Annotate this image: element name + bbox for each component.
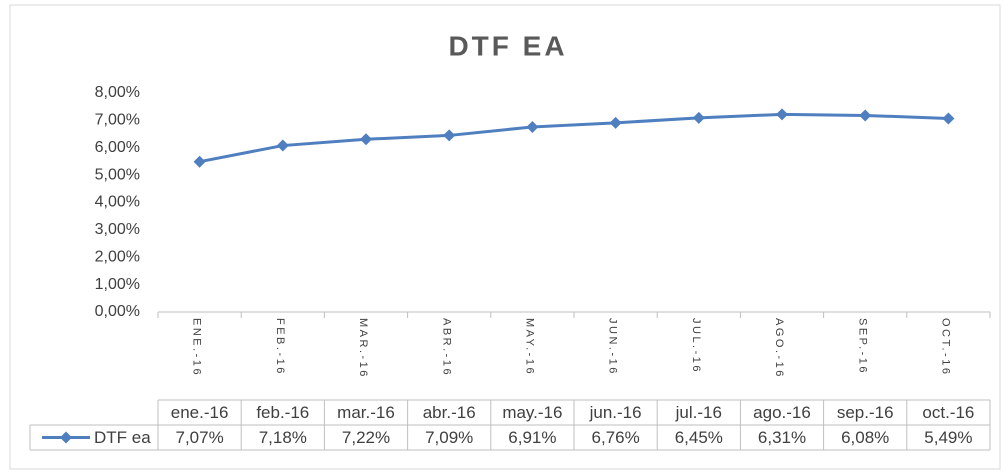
table-header: jun.-16: [589, 403, 642, 422]
x-tick-label: FEB.-16: [274, 318, 286, 376]
x-tick-label: SEP.-16: [856, 318, 868, 375]
x-tick-label: ABR.-16: [440, 318, 452, 377]
table-header: ene.-16: [171, 403, 229, 422]
x-tick-label: JUN.-16: [607, 318, 619, 376]
table-value: 6,31%: [758, 428, 806, 447]
table-value: 7,07%: [175, 428, 223, 447]
legend-marker: [60, 431, 72, 444]
table-value: 6,76%: [591, 428, 639, 447]
table-value: 7,18%: [259, 428, 307, 447]
table-value: 6,08%: [841, 428, 889, 447]
data-point: [692, 111, 705, 124]
table-header: abr.-16: [423, 403, 476, 422]
y-tick-label: 4,00%: [95, 194, 140, 211]
data-point: [443, 129, 456, 142]
table-header: ago.-16: [753, 403, 811, 422]
x-tick-label: ENE.-16: [191, 318, 203, 377]
table-value: 7,09%: [425, 428, 473, 447]
y-tick-label: 1,00%: [95, 276, 140, 293]
data-point: [360, 133, 372, 146]
table-value: 6,45%: [675, 428, 723, 447]
chart-title: DTF EA: [448, 30, 567, 61]
x-tick-label: MAR.-16: [357, 318, 369, 379]
y-tick-label: 0,00%: [95, 303, 140, 320]
y-tick-label: 2,00%: [95, 248, 140, 265]
y-tick-label: 6,00%: [95, 139, 140, 156]
data-point: [776, 108, 788, 121]
table-header: oct.-16: [922, 403, 974, 422]
data-point: [526, 120, 539, 133]
y-tick-label: 8,00%: [95, 84, 140, 101]
x-tick-label: JUL.-16: [690, 318, 702, 374]
table-header: sep.-16: [837, 403, 894, 422]
table-header: feb.-16: [256, 403, 309, 422]
table-value: 7,22%: [342, 428, 390, 447]
table-header: may.-16: [502, 403, 562, 422]
data-point: [859, 109, 872, 122]
data-point: [609, 116, 622, 129]
x-tick-label: MAY.-16: [523, 318, 535, 376]
data-point: [942, 112, 955, 125]
series-line: [199, 112, 949, 164]
table-value: 5,49%: [924, 428, 972, 447]
table-value: 6,91%: [508, 428, 556, 447]
data-point: [193, 155, 206, 168]
legend-label: DTF ea: [94, 428, 151, 447]
y-tick-label: 3,00%: [95, 221, 140, 238]
y-tick-label: 5,00%: [95, 166, 140, 183]
chart-frame: [9, 4, 1001, 470]
x-tick-label: OCT.-16: [939, 318, 951, 376]
table-header: mar.-16: [337, 403, 395, 422]
data-point: [276, 139, 289, 152]
table-header: jul.-16: [675, 403, 722, 422]
y-tick-label: 7,00%: [95, 112, 140, 129]
x-tick-label: AGO.-16: [773, 318, 785, 379]
